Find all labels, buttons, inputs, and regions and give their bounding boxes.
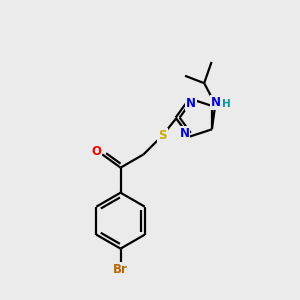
Text: S: S: [158, 129, 167, 142]
Text: N: N: [186, 98, 196, 110]
Text: N: N: [179, 127, 189, 140]
Text: H: H: [222, 99, 230, 110]
Text: O: O: [92, 145, 101, 158]
Text: N: N: [211, 96, 221, 110]
Text: Br: Br: [113, 263, 128, 276]
